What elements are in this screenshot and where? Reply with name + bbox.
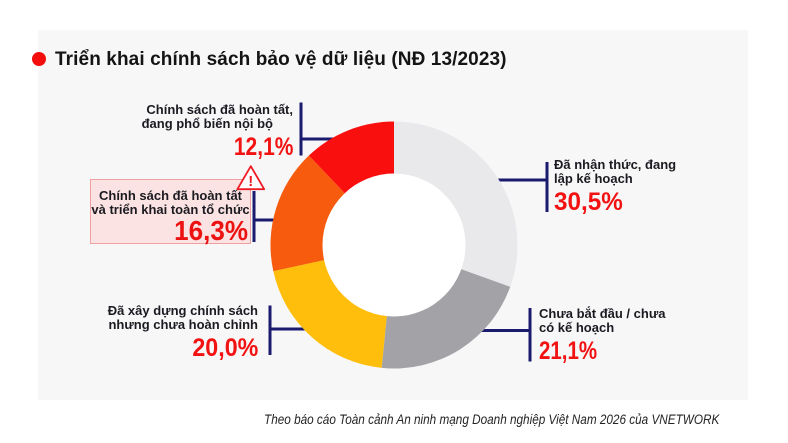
callout-policy-done-org: Chính sách đã hoàn tất và triển khai toà… <box>90 179 251 244</box>
connector-not-started <box>478 308 532 362</box>
page-title: Triển khai chính sách bảo vệ dữ liệu (NĐ… <box>55 49 507 70</box>
title-bullet-icon <box>32 52 46 66</box>
connector-policy-incomplete <box>268 305 306 355</box>
callout-policy-incomplete: Đã xây dựng chính sách nhưng chưa hoàn c… <box>108 304 258 361</box>
connector-aware <box>490 162 549 212</box>
connector-policy-done-internal <box>299 102 333 156</box>
callout-not-started-label: Chưa bắt đầu / chưa có kế hoạch <box>539 306 666 335</box>
warning-triangle-icon: ! <box>236 165 266 190</box>
callout-policy-done-org-value: 16,3% <box>174 214 248 246</box>
callout-policy-done-internal-value: 12,1% <box>233 132 293 161</box>
callout-aware-label: Đã nhận thức, đang lập kế hoạch <box>554 157 677 186</box>
callout-policy-done-internal-label: Chính sách đã hoàn tất, đang phổ biến nộ… <box>141 102 293 131</box>
callout-aware-value: 30,5% <box>554 187 623 216</box>
callout-policy-incomplete-label: Đã xây dựng chính sách nhưng chưa hoàn c… <box>107 303 258 332</box>
donut-hole <box>322 173 466 317</box>
callout-policy-incomplete-value: 20,0% <box>192 333 258 362</box>
source-note: Theo báo cáo Toàn cảnh An ninh mạng Doan… <box>263 412 719 427</box>
callout-not-started-value: 21,1% <box>539 336 598 365</box>
callout-policy-done-org-label: Chính sách đã hoàn tất và triển khai toà… <box>91 188 250 217</box>
callout-aware: Đã nhận thức, đang lập kế hoạch 30,5% <box>554 158 676 215</box>
svg-text:!: ! <box>248 173 253 190</box>
callout-policy-done-internal: Chính sách đã hoàn tất, đang phổ biến nộ… <box>142 103 293 160</box>
callout-not-started: Chưa bắt đầu / chưa có kế hoạch 21,1% <box>539 307 665 364</box>
